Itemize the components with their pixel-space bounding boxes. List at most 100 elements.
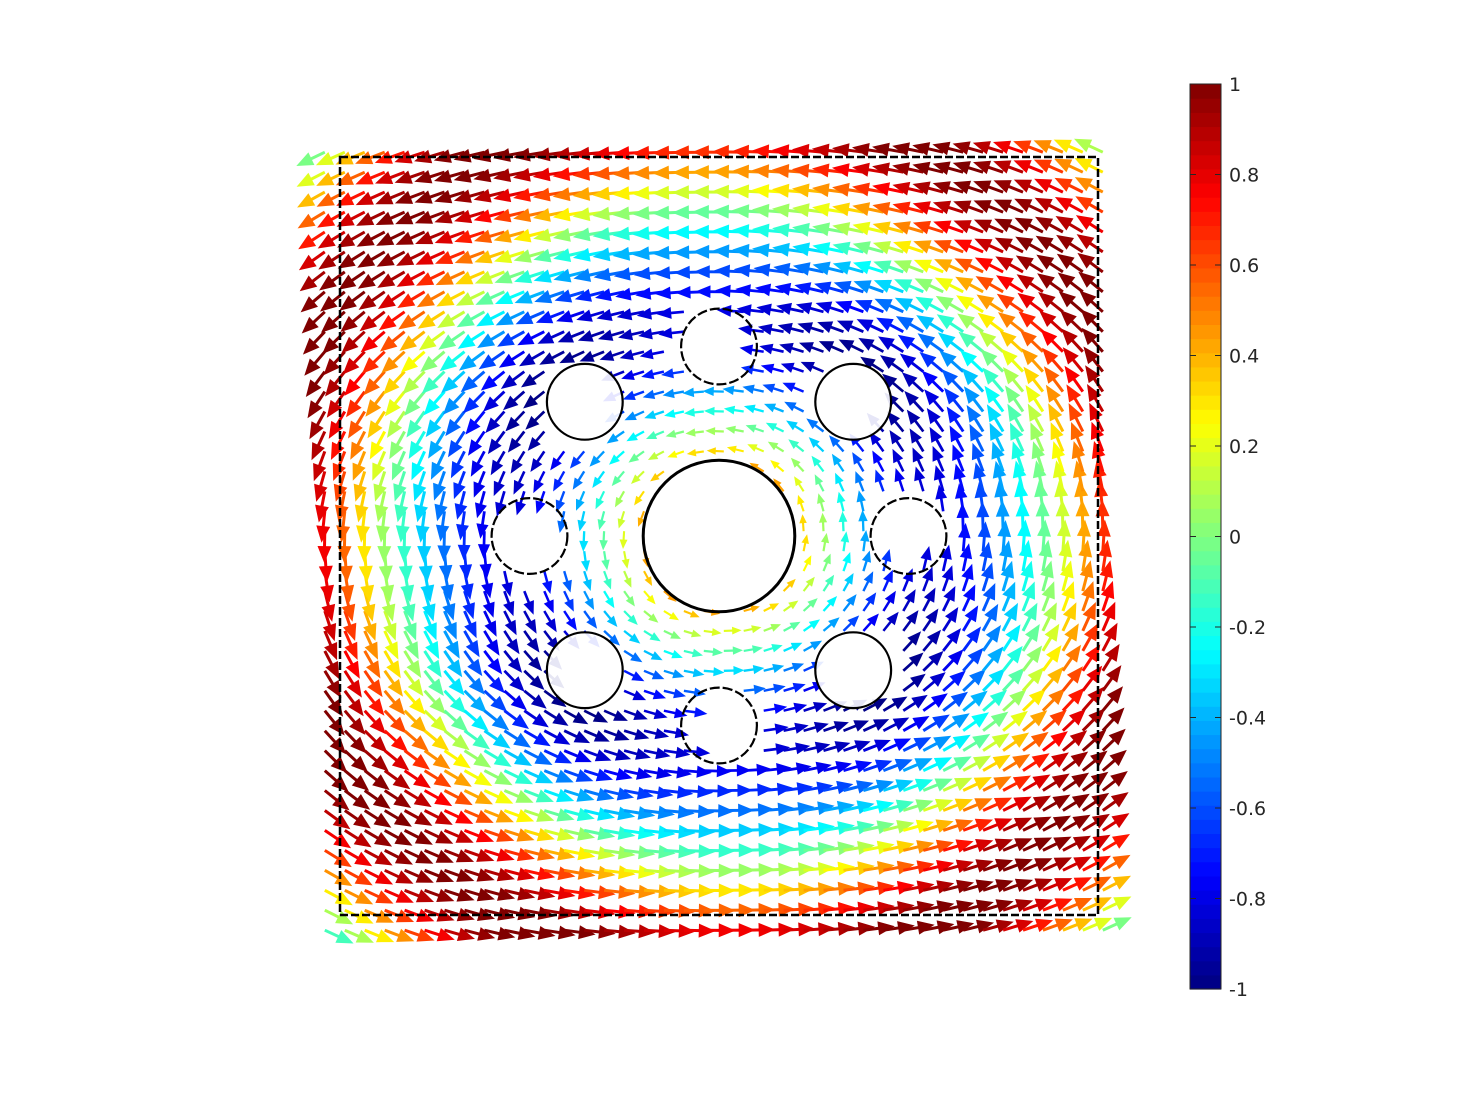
quiver-arrow <box>783 722 809 734</box>
quiver-arrow <box>982 754 1011 772</box>
quiver-arrow-head <box>497 887 516 901</box>
quiver-arrow-head <box>894 758 913 772</box>
quiver-arrow <box>902 860 935 875</box>
quiver-arrow <box>1040 560 1054 592</box>
quiver-arrow <box>383 610 397 641</box>
quiver-arrow-head <box>614 496 624 508</box>
quiver-arrow <box>403 709 428 734</box>
quiver-arrow <box>477 531 491 559</box>
quiver-arrow-head <box>557 330 574 343</box>
quiver-arrow-head <box>438 334 457 350</box>
quiver-arrow <box>763 743 791 755</box>
quiver-arrow-head <box>993 797 1013 811</box>
quiver-arrow <box>862 739 891 752</box>
quiver-arrow-head <box>790 457 801 468</box>
quiver-arrow-head <box>1038 539 1053 558</box>
quiver-arrow-head <box>1029 710 1048 727</box>
quiver-arrow-head <box>630 652 643 663</box>
quiver-arrow-head <box>383 377 400 395</box>
quiver-arrow-head <box>495 311 514 326</box>
quiver-arrow-head <box>394 170 413 184</box>
quiver-arrow-head <box>374 150 393 164</box>
quiver-arrow-head <box>582 579 592 591</box>
quiver-arrow <box>1001 602 1018 632</box>
quiver-arrow-head <box>534 290 553 304</box>
quiver-arrow-head <box>921 370 938 387</box>
quiver-arrow <box>782 382 805 393</box>
quiver-arrow <box>873 260 904 274</box>
quiver-arrow <box>1054 197 1084 214</box>
quiver-arrow <box>882 738 912 752</box>
quiver-arrow-head <box>493 752 512 767</box>
quiver-arrow <box>375 170 406 184</box>
quiver-arrow-head <box>832 222 851 236</box>
quiver-arrow-head <box>920 546 932 561</box>
quiver-arrow <box>838 511 848 532</box>
quiver-arrow-head <box>1035 918 1054 933</box>
quiver-arrow <box>723 646 743 655</box>
quiver-arrow-head <box>1093 460 1107 478</box>
quiver-arrow-head <box>636 307 652 320</box>
quiver-arrow-head <box>791 143 810 158</box>
quiver-arrow <box>1054 158 1084 174</box>
quiver-arrow <box>872 201 904 216</box>
quiver-arrow <box>322 330 346 354</box>
quiver-arrow-head <box>774 282 792 296</box>
quiver-arrow <box>473 188 505 203</box>
quiver-arrow-head <box>647 451 659 460</box>
quiver-arrow <box>323 809 351 830</box>
quiver-arrow <box>1017 292 1044 314</box>
quiver-arrow <box>843 800 875 815</box>
quiver-arrow-head <box>420 584 435 603</box>
quiver-arrow-head <box>298 254 317 271</box>
quiver-arrow-head <box>439 355 458 372</box>
quiver-arrow-head <box>973 777 992 791</box>
quiver-arrow <box>906 409 925 433</box>
quiver-arrow-head <box>886 611 899 626</box>
quiver-arrow-head <box>505 416 520 432</box>
quiver-arrow-head <box>925 608 939 624</box>
quiver-arrow <box>794 476 805 492</box>
quiver-arrow <box>777 322 804 335</box>
quiver-arrow <box>454 250 485 264</box>
quiver-arrow-head <box>732 243 750 258</box>
quiver-arrow-head <box>856 780 874 794</box>
quiver-arrow-head <box>517 926 536 940</box>
quiver-arrow-head <box>892 162 911 176</box>
quiver-arrow-head <box>1109 749 1127 767</box>
quiver-arrow-head <box>1084 623 1099 642</box>
quiver-arrow-head <box>504 619 517 636</box>
quiver-arrow-head <box>796 782 813 796</box>
quiver-arrow-head <box>621 369 635 380</box>
quiver-arrow <box>872 221 904 235</box>
quiver-arrow-head <box>1003 602 1018 622</box>
satellite-hole <box>545 362 624 441</box>
quiver-arrow <box>517 330 545 346</box>
quiver-arrow-head <box>297 213 316 229</box>
quiver-arrow-head <box>953 200 972 214</box>
quiver-arrow <box>981 562 994 592</box>
quiver-arrow <box>583 729 610 742</box>
quiver-arrow-head <box>355 171 374 185</box>
quiver-arrow-head <box>972 734 991 749</box>
quiver-arrow-head <box>533 479 544 494</box>
quiver-arrow-head <box>984 603 999 622</box>
quiver-arrow-head <box>483 396 499 412</box>
quiver-arrow <box>464 868 495 882</box>
quiver-arrow <box>961 563 974 592</box>
quiver-arrow <box>735 284 764 297</box>
quiver-arrow <box>563 885 596 900</box>
quiver-arrow-head <box>369 717 386 735</box>
quiver-arrow-head <box>712 647 723 657</box>
quiver-arrow <box>747 444 765 453</box>
quiver-arrow <box>806 418 825 433</box>
quiver-arrow <box>344 928 374 943</box>
quiver-arrow-head <box>1074 898 1093 911</box>
quiver-arrow <box>543 769 574 783</box>
quiver-arrow-head <box>1075 196 1094 211</box>
quiver-arrow-head <box>852 202 871 216</box>
colorbar-tick-label: 0.4 <box>1229 346 1259 368</box>
quiver-arrow-head <box>814 474 824 486</box>
quiver-arrow-head <box>622 390 636 400</box>
quiver-arrow-head <box>638 845 656 860</box>
